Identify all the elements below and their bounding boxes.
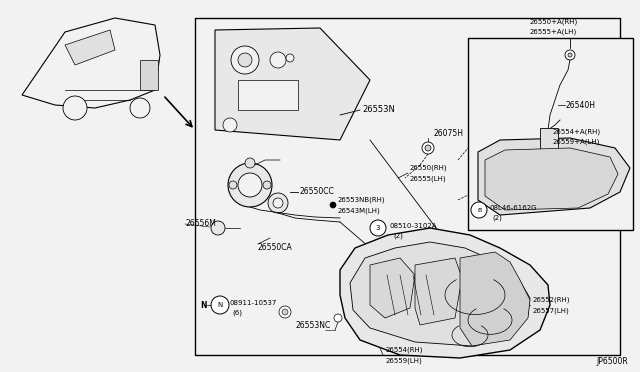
- Circle shape: [268, 193, 288, 213]
- Polygon shape: [370, 258, 415, 318]
- Polygon shape: [415, 258, 462, 325]
- Circle shape: [211, 296, 229, 314]
- Circle shape: [330, 202, 336, 208]
- Circle shape: [279, 306, 291, 318]
- Text: 08510-3102A: 08510-3102A: [390, 223, 438, 229]
- Circle shape: [286, 54, 294, 62]
- Circle shape: [130, 98, 150, 118]
- Polygon shape: [485, 148, 618, 210]
- Circle shape: [263, 181, 271, 189]
- Polygon shape: [340, 228, 550, 358]
- Polygon shape: [22, 18, 160, 108]
- Text: 08911-10537: 08911-10537: [230, 300, 277, 306]
- Bar: [195, 18, 620, 355]
- Text: 26553N: 26553N: [362, 106, 395, 115]
- Polygon shape: [140, 60, 158, 90]
- Text: (2): (2): [393, 233, 403, 239]
- Circle shape: [422, 142, 434, 154]
- Text: (2): (2): [492, 215, 502, 221]
- Circle shape: [245, 158, 255, 168]
- Circle shape: [425, 145, 431, 151]
- Text: 26540H: 26540H: [566, 100, 596, 109]
- Circle shape: [334, 314, 342, 322]
- Text: 26554+A(RH): 26554+A(RH): [553, 129, 601, 135]
- Text: 26559(LH): 26559(LH): [386, 358, 423, 364]
- Text: 26075H: 26075H: [433, 128, 463, 138]
- Text: 26559+A(LH): 26559+A(LH): [553, 139, 600, 145]
- Text: 26550CC: 26550CC: [300, 187, 335, 196]
- Circle shape: [270, 52, 286, 68]
- Bar: [468, 38, 633, 230]
- Text: JP6500R: JP6500R: [596, 357, 628, 366]
- Text: 26553NB(RH): 26553NB(RH): [338, 197, 386, 203]
- Text: 26555+A(LH): 26555+A(LH): [530, 29, 577, 35]
- Text: 26554(RH): 26554(RH): [386, 347, 424, 353]
- Circle shape: [471, 202, 487, 218]
- Text: 08L46-6162G: 08L46-6162G: [490, 205, 538, 211]
- Polygon shape: [460, 252, 530, 346]
- Text: 26555(LH): 26555(LH): [410, 176, 447, 182]
- Circle shape: [568, 53, 572, 57]
- Text: 3: 3: [376, 225, 380, 231]
- Circle shape: [565, 50, 575, 60]
- Text: 26553NC: 26553NC: [295, 321, 330, 330]
- Text: 26550+A(RH): 26550+A(RH): [530, 19, 579, 25]
- Polygon shape: [350, 242, 530, 346]
- Circle shape: [273, 198, 283, 208]
- Text: N: N: [200, 301, 207, 310]
- Text: 26543M(LH): 26543M(LH): [338, 208, 381, 214]
- Circle shape: [223, 118, 237, 132]
- Circle shape: [238, 173, 262, 197]
- Circle shape: [228, 163, 272, 207]
- Polygon shape: [215, 28, 370, 140]
- Text: 26556M: 26556M: [185, 219, 216, 228]
- Text: 26550(RH): 26550(RH): [410, 165, 447, 171]
- Text: 26552(RH): 26552(RH): [533, 297, 570, 303]
- Circle shape: [229, 181, 237, 189]
- Polygon shape: [478, 138, 630, 215]
- Text: N: N: [218, 302, 223, 308]
- Circle shape: [370, 220, 386, 236]
- Circle shape: [282, 309, 288, 315]
- Bar: [238, 80, 298, 110]
- Text: B: B: [477, 208, 481, 212]
- Circle shape: [231, 46, 259, 74]
- Text: (6): (6): [232, 310, 242, 316]
- Bar: [540, 128, 558, 150]
- Text: 26557(LH): 26557(LH): [533, 308, 570, 314]
- Polygon shape: [65, 30, 115, 65]
- Circle shape: [63, 96, 87, 120]
- Circle shape: [238, 53, 252, 67]
- Text: 26550CA: 26550CA: [258, 244, 292, 253]
- Circle shape: [211, 221, 225, 235]
